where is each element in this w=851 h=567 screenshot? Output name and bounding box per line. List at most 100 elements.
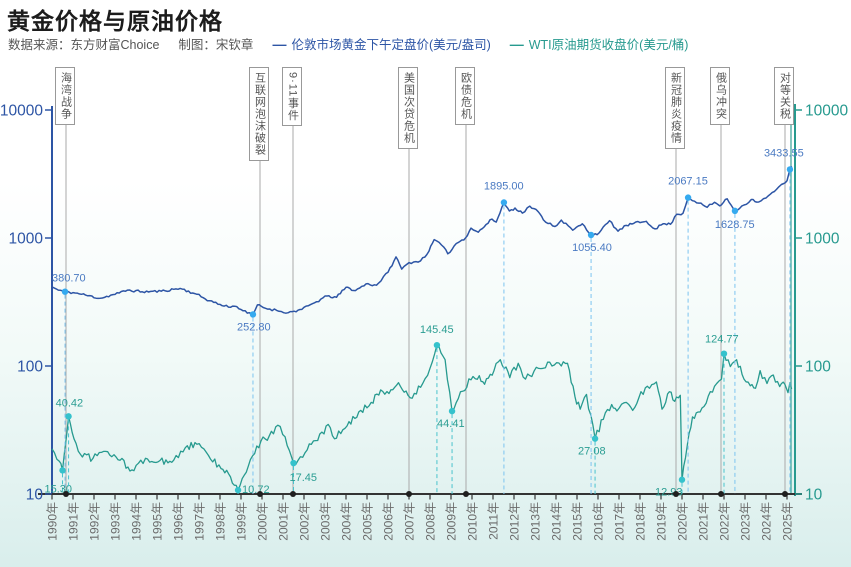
gold-annotation-value: 380.70	[52, 273, 86, 285]
gold-annotation-value: 3433.55	[764, 147, 804, 159]
chart-author-label: 制图：宋钦章	[178, 38, 254, 52]
legend-gold-label: 伦敦市场黄金下午定盘价(美元/盎司)	[291, 38, 491, 52]
event-label-russia-ukraine: 俄乌冲突	[710, 67, 730, 125]
year-label: 2004年	[340, 502, 354, 541]
year-label: 2007年	[403, 502, 417, 541]
event-label-subprime-crisis: 美国次贷危机	[398, 67, 418, 149]
gold-annotation-dot	[61, 288, 69, 295]
year-label: 1997年	[193, 502, 207, 541]
year-label: 2006年	[382, 502, 396, 541]
event-label-gulf-war: 海湾战争	[55, 67, 75, 125]
legend-oil-label: WTI原油期货收盘价(美元/桶)	[528, 38, 689, 52]
year-label: 1998年	[214, 502, 228, 541]
year-label: 2011年	[487, 502, 501, 540]
oil-annotation-value: 27.08	[578, 446, 606, 458]
gold-annotation-dot	[249, 311, 257, 318]
year-label: 2012年	[508, 502, 522, 541]
oil-annotation-dot	[720, 350, 728, 357]
right-axis-tick-label: 10	[805, 487, 823, 504]
event-axis-dot-gulf-war	[63, 491, 69, 497]
year-label: 2009年	[445, 502, 459, 541]
gold-line-swatch: —	[272, 35, 287, 52]
year-label: 1996年	[172, 502, 186, 541]
year-label: 2005年	[361, 502, 375, 541]
oil-annotation-dot	[433, 341, 441, 349]
oil-annotation-dot	[678, 476, 686, 483]
right-axis-tick-label: 10000	[805, 103, 848, 120]
right-axis-tick-label: 1000	[805, 231, 840, 248]
year-label: 1994年	[130, 502, 144, 541]
legend-item-gold: — 伦敦市场黄金下午定盘价(美元/盎司)	[272, 34, 490, 53]
gold-price-line	[51, 165, 793, 316]
event-label-covid-19: 新冠肺炎疫情	[665, 67, 685, 149]
year-label: 2014年	[550, 502, 564, 541]
oil-annotation-value: 124.77	[705, 334, 739, 346]
left-axis-tick-label: 10000	[0, 103, 43, 120]
oil-annotation-dot	[448, 407, 456, 415]
event-label-reciprocal-tariffs: 对等关税	[774, 67, 794, 125]
gold-annotation-value: 2067.15	[668, 176, 708, 188]
oil-annotation-dot	[65, 413, 72, 420]
year-label: 2018年	[634, 502, 648, 541]
event-axis-dot-reciprocal-tariffs	[782, 491, 788, 497]
year-label: 1991年	[67, 502, 81, 541]
oil-annotation-value: 17.45	[290, 472, 318, 484]
year-label: 2010年	[466, 502, 480, 541]
oil-annotation-dot	[59, 467, 66, 474]
data-source-label: 数据来源：东方财富Choice	[8, 38, 160, 52]
left-axis-tick-label: 100	[17, 359, 43, 376]
oil-annotation-dot	[591, 435, 599, 442]
gold-annotation-dot	[731, 207, 739, 215]
year-label: 2016年	[592, 502, 606, 541]
year-label: 2013年	[529, 502, 543, 541]
gold-annotation-dot	[786, 166, 794, 173]
event-label-euro-debt-crisis: 欧债危机	[455, 67, 475, 125]
oil-annotation-value: 145.45	[420, 324, 454, 336]
gold-annotation-value: 1628.75	[715, 219, 755, 231]
legend-item-oil: — WTI原油期货收盘价(美元/桶)	[510, 34, 689, 53]
oil-annotation-value: 40.42	[56, 397, 84, 409]
year-label: 1995年	[151, 502, 165, 541]
oil-annotation-dot	[234, 486, 242, 494]
oil-price-line	[51, 344, 793, 491]
year-label: 2008年	[424, 502, 438, 541]
oil-annotation-value: 44.41	[437, 418, 465, 430]
year-label: 2000年	[256, 502, 270, 541]
event-axis-dot-subprime-crisis	[406, 491, 412, 497]
oil-line-swatch: —	[509, 35, 524, 52]
year-label: 2001年	[277, 502, 291, 541]
oil-annotation-dot	[290, 459, 297, 467]
meta-row: 数据来源：东方财富Choice 制图：宋钦章 — 伦敦市场黄金下午定盘价(美元/…	[8, 34, 688, 53]
event-axis-dot-dotcom-bubble	[257, 491, 263, 497]
event-axis-dot-covid-19	[673, 491, 679, 497]
year-label: 2002年	[298, 502, 312, 541]
year-label: 2015年	[571, 502, 585, 541]
year-label: 2024年	[760, 502, 774, 541]
year-label: 2020年	[676, 502, 690, 541]
year-label: 2023年	[739, 502, 753, 541]
event-axis-dot-euro-debt-crisis	[463, 491, 469, 497]
year-label: 2019年	[655, 502, 669, 541]
left-axis-tick-label: 10	[26, 487, 44, 504]
year-label: 2022年	[718, 502, 732, 541]
event-label-september-11: 9·11事件	[282, 67, 302, 127]
gold-annotation-dot	[587, 231, 595, 239]
year-label: 1992年	[88, 502, 102, 541]
gold-annotation-value: 252.80	[237, 321, 271, 333]
gold-annotation-value: 1055.40	[572, 242, 612, 254]
year-label: 1993年	[109, 502, 123, 541]
event-axis-dot-september-11	[290, 491, 296, 497]
event-label-dotcom-bubble: 互联网泡沫破裂	[249, 67, 269, 161]
gold-annotation-dot	[500, 199, 508, 206]
oil-annotation-value: 10.72	[242, 484, 270, 496]
event-axis-dot-russia-ukraine	[718, 491, 724, 497]
year-label: 2021年	[697, 502, 711, 541]
year-label: 2025年	[781, 502, 795, 541]
gold-annotation-value: 1895.00	[484, 180, 524, 192]
year-label: 1999年	[235, 502, 249, 541]
left-axis-tick-label: 1000	[9, 231, 44, 248]
year-label: 2017年	[613, 502, 627, 541]
gold-annotation-dot	[684, 194, 692, 201]
